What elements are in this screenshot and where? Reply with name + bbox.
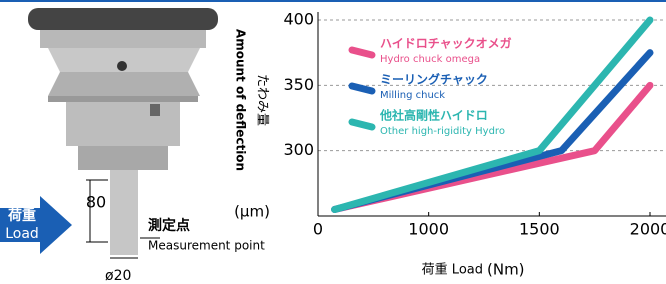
page: 荷重 Load 80 測定点 Measurement point ø20 Amo… <box>0 0 666 284</box>
legend-name: ミーリングチャック <box>380 72 488 87</box>
x-tick-label: 2000 <box>630 220 666 239</box>
x-label: 荷重 Load <box>422 262 483 278</box>
legend-swatch <box>352 86 372 91</box>
y-label: Amount of deflection <box>234 29 248 171</box>
y-tick-label: 300 <box>283 140 314 159</box>
length: 80 <box>86 193 106 212</box>
plot: 300 350 400 0 1000 1500 2000 ハイドロチャックオメガ Hydro c… <box>283 10 666 239</box>
x-unit: (Nm) <box>487 261 525 279</box>
legend-name-en: Milling chuck <box>380 90 445 101</box>
legend-name: 他社高剛性ハイドロ <box>379 108 488 123</box>
top-rule <box>0 0 666 2</box>
legend-name-en: Hydro chuck omega <box>380 54 480 65</box>
legend-swatch <box>352 50 372 55</box>
legend-name-en: Other high-rigidity Hydro <box>380 126 505 137</box>
y-tick-label: 400 <box>283 10 314 29</box>
point-ja: 測定点 <box>148 217 190 234</box>
load-arrow <box>0 196 72 254</box>
legend-name: ハイドロチャックオメガ <box>380 36 512 51</box>
y-label-ja: たわみ量 <box>255 74 270 126</box>
diameter: ø20 <box>105 268 131 284</box>
y-unit: (μm) <box>234 203 270 221</box>
load-ja: 荷重 <box>7 207 36 224</box>
load-en: Load <box>5 226 39 242</box>
x-tick-label: 1000 <box>408 220 449 239</box>
point-en: Measurement point <box>148 239 265 253</box>
legend-swatch <box>352 122 372 127</box>
x-tick-label: 0 <box>313 220 323 239</box>
x-tick-label: 1500 <box>519 220 560 239</box>
y-tick-label: 350 <box>283 75 314 94</box>
